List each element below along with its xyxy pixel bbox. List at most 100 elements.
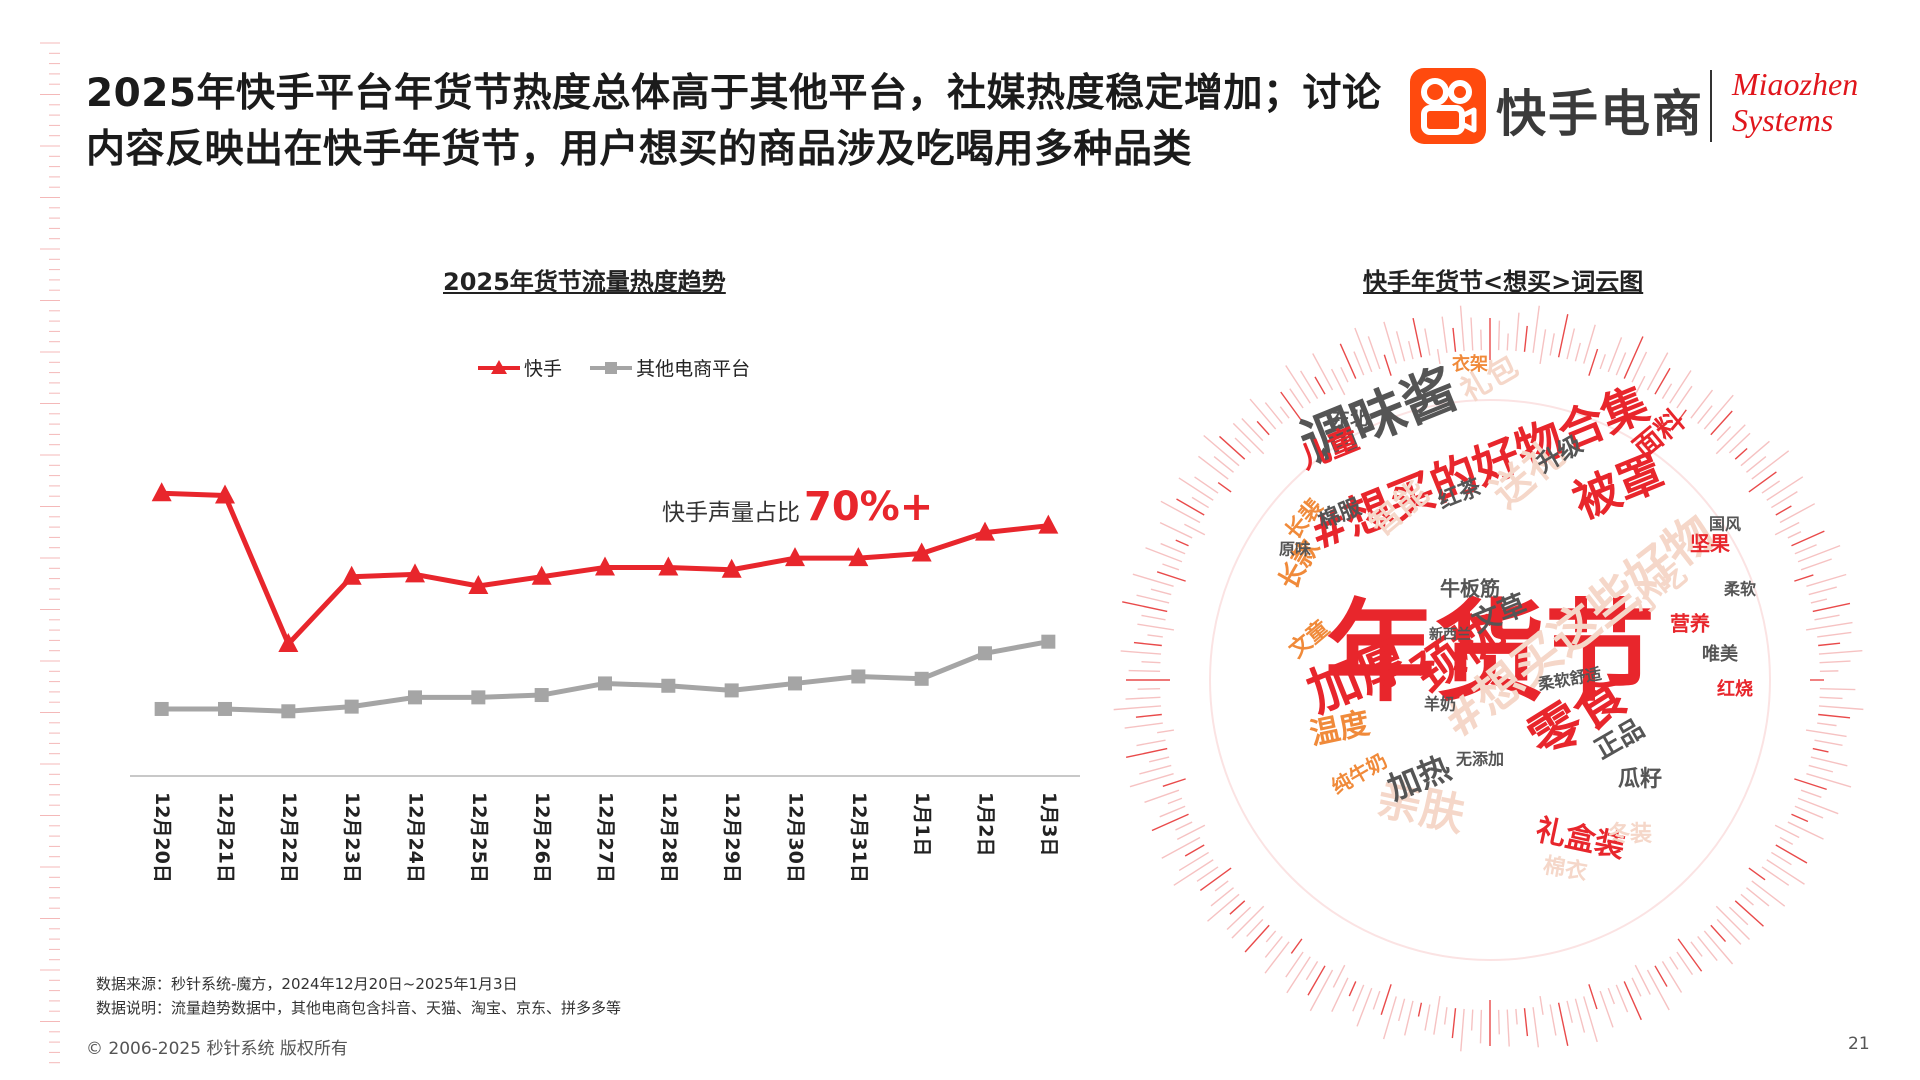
cloud-ray <box>1125 747 1168 759</box>
cloud-ray <box>1819 687 1856 691</box>
wordcloud-word: 营养 <box>1670 612 1710 636</box>
cloud-ray <box>1748 471 1777 493</box>
cloud-ray <box>1480 329 1483 351</box>
cloud-ray <box>1814 739 1843 747</box>
cloud-ray <box>1677 938 1703 972</box>
cloud-ray <box>1615 352 1627 376</box>
cloud-ray <box>1646 352 1669 391</box>
cloud-ray <box>1356 987 1373 1027</box>
cloud-ray <box>1407 340 1414 360</box>
cloud-ray <box>1412 317 1423 358</box>
wordcloud-word: 无添加 <box>1455 750 1504 769</box>
cloud-ray <box>1599 354 1606 370</box>
cloud-ray <box>1443 1007 1448 1025</box>
cloud-ray <box>1176 824 1206 840</box>
cloud-ray <box>1307 965 1326 996</box>
cloud-ray <box>1761 866 1790 886</box>
cloud-ray <box>1124 722 1163 729</box>
cloud-ray <box>1424 1004 1431 1031</box>
cloud-ray <box>1459 305 1465 352</box>
cloud-ray <box>1661 383 1673 399</box>
kuaishou-brand-text: 快手电商 <box>1496 85 1704 143</box>
cloud-ray <box>1128 669 1161 673</box>
cloud-ray <box>1217 481 1232 493</box>
cloud-ray <box>1566 328 1576 360</box>
cloud-ray <box>1634 375 1646 396</box>
cloud-ray <box>1178 851 1209 872</box>
chart-section-title: 2025年货节流量热度趋势 <box>443 268 726 296</box>
wordcloud-word: 国风 <box>1709 515 1741 534</box>
cloud-ray <box>1588 348 1599 376</box>
cloud-ray <box>1122 601 1168 613</box>
cloud-ray <box>1452 327 1457 352</box>
cloud-ray <box>1794 778 1827 791</box>
cloud-ray <box>1703 394 1734 430</box>
data-point-series1-14 <box>1041 634 1056 649</box>
miaozhen-logo-line1: Miaozhen <box>1732 66 1859 102</box>
cloud-ray <box>1136 594 1170 604</box>
cloud-ray <box>1646 969 1670 1011</box>
cloud-ray <box>1794 574 1814 582</box>
cloud-ray <box>1818 713 1851 719</box>
cloud-ray <box>1352 984 1365 1012</box>
cloud-ray <box>1367 336 1381 370</box>
cloud-ray <box>1557 1002 1569 1046</box>
data-point-series1-12 <box>914 671 929 686</box>
wordcloud-word: 瓜籽 <box>1618 766 1662 792</box>
cloud-ray <box>1654 965 1668 987</box>
cloud-ray <box>1806 573 1847 587</box>
cloud-ray <box>1436 349 1441 365</box>
cloud-ray <box>1800 789 1822 798</box>
cloud-ray <box>1771 851 1792 866</box>
legend-label-kuaishou: 快手 <box>524 358 563 380</box>
cloud-ray <box>1766 859 1805 885</box>
data-point-series1-9 <box>724 683 739 698</box>
legend-square-marker-icon <box>590 361 633 374</box>
cloud-ray <box>1167 797 1183 805</box>
cloud-ray <box>1797 544 1841 563</box>
cloud-ray <box>1162 778 1186 787</box>
cloud-ray <box>1395 331 1406 362</box>
x-tick-label: 12月27日 <box>595 792 617 883</box>
x-tick-label: 12月28日 <box>658 792 680 883</box>
cloud-ray <box>1812 602 1851 613</box>
cloud-ray <box>1249 398 1277 430</box>
cloud-ray <box>1470 317 1474 351</box>
cloud-ray <box>1690 941 1703 957</box>
data-point-series1-5 <box>471 690 486 705</box>
cloud-ray <box>1348 981 1357 997</box>
data-source-notes: 数据来源：秒针系统-魔方，2024年12月20日~2025年1月3日 数据说明：… <box>96 972 621 1020</box>
cloud-ray <box>1787 531 1802 539</box>
cloud-ray <box>1669 370 1692 404</box>
cloud-ray <box>1805 729 1847 738</box>
cloud-ray <box>1791 813 1809 823</box>
data-point-series0-9 <box>721 558 742 578</box>
cloud-ray <box>1654 367 1671 395</box>
cloud-ray <box>1403 1000 1414 1036</box>
cloud-ray <box>1314 376 1326 395</box>
data-point-series0-4 <box>405 563 425 583</box>
data-point-series0-2 <box>278 633 299 652</box>
data-point-series0-14 <box>1038 514 1059 534</box>
cloud-ray <box>1805 621 1853 631</box>
cloud-ray <box>1162 563 1180 571</box>
cloud-ray <box>1285 365 1311 404</box>
cloud-ray <box>1289 388 1304 409</box>
cloud-ray <box>1779 836 1794 845</box>
cloud-ray <box>1634 964 1651 995</box>
cloud-ray <box>1136 739 1166 747</box>
cloud-ray <box>1312 353 1334 391</box>
cloud-ray <box>1515 1008 1518 1025</box>
cloud-ray <box>1151 813 1189 832</box>
cloud-ray <box>1145 547 1183 563</box>
cloud-ray <box>1354 327 1373 373</box>
cloud-ray <box>1460 1008 1465 1052</box>
wordcloud-word: 棉衣 <box>1541 852 1589 885</box>
cloud-ray <box>1372 990 1381 1010</box>
wordcloud-word: 东北 <box>1332 408 1368 430</box>
cloud-ray <box>1285 951 1304 978</box>
cloud-ray <box>1246 918 1264 937</box>
wordcloud-word: 羊奶 <box>1424 695 1456 714</box>
cloud-ray <box>1241 418 1264 442</box>
cloud-ray <box>1631 351 1648 383</box>
